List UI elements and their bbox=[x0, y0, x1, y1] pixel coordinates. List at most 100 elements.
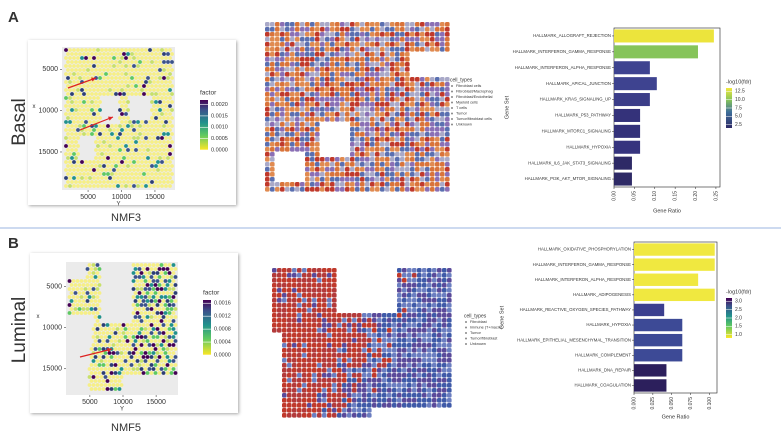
map-spot bbox=[147, 359, 152, 363]
tissue-spot bbox=[427, 278, 432, 283]
tissue-spot bbox=[427, 353, 432, 358]
tissue-spot bbox=[427, 288, 432, 293]
tissue-spot bbox=[355, 22, 360, 27]
map-spot bbox=[89, 379, 94, 383]
map-spot bbox=[137, 291, 142, 295]
tissue-spot bbox=[287, 413, 292, 418]
map-spot bbox=[132, 120, 136, 124]
map-spot bbox=[108, 176, 112, 180]
tissue-spot bbox=[412, 318, 417, 323]
map-spot bbox=[85, 275, 90, 279]
tissue-spot bbox=[275, 122, 280, 127]
map-spot bbox=[92, 104, 96, 108]
tissue-spot bbox=[435, 47, 440, 52]
tissue-spot bbox=[447, 298, 452, 303]
tissue-spot bbox=[322, 413, 327, 418]
map-spot bbox=[70, 52, 74, 56]
tissue-spot bbox=[400, 47, 405, 52]
tissue-spot bbox=[290, 107, 295, 112]
map-spot bbox=[120, 48, 124, 52]
map-spot bbox=[87, 295, 92, 299]
tissue-spot bbox=[405, 62, 410, 67]
tissue-spot bbox=[410, 47, 415, 52]
map-spot bbox=[128, 152, 132, 156]
tissue-spot bbox=[375, 27, 380, 32]
y-axis-label: x bbox=[33, 104, 36, 110]
tissue-spot bbox=[395, 47, 400, 52]
tissue-spot bbox=[337, 323, 342, 328]
tissue-spot bbox=[380, 147, 385, 152]
map-spot bbox=[95, 343, 100, 347]
tissue-spot bbox=[350, 112, 355, 117]
tissue-spot bbox=[440, 87, 445, 92]
tissue-spot bbox=[287, 333, 292, 338]
map-spot bbox=[130, 140, 134, 144]
tissue-spot bbox=[425, 47, 430, 52]
tissue-spot bbox=[392, 318, 397, 323]
category-label: HALLMARK_COAGULATION bbox=[574, 383, 631, 388]
tissue-spot bbox=[315, 167, 320, 172]
map-spot bbox=[138, 132, 142, 136]
map-spot bbox=[86, 52, 90, 56]
map-spot bbox=[124, 104, 128, 108]
map-spot bbox=[100, 48, 104, 52]
map-spot bbox=[112, 136, 116, 140]
map-spot bbox=[96, 96, 100, 100]
tissue-spot bbox=[365, 57, 370, 62]
tissue-spot bbox=[310, 112, 315, 117]
map-spot bbox=[126, 84, 130, 88]
map-spot bbox=[158, 140, 162, 144]
tissue-spot bbox=[270, 47, 275, 52]
map-spot bbox=[82, 180, 86, 184]
tissue-spot bbox=[355, 117, 360, 122]
tissue-spot bbox=[415, 132, 420, 137]
map-spot bbox=[66, 60, 70, 64]
tissue-spot bbox=[317, 288, 322, 293]
map-spot bbox=[98, 100, 102, 104]
tissue-spot bbox=[400, 72, 405, 77]
tissue-spot bbox=[365, 167, 370, 172]
tissue-spot bbox=[447, 333, 452, 338]
map-spot bbox=[161, 307, 166, 311]
map-spot bbox=[139, 279, 144, 283]
tissue-spot bbox=[362, 388, 367, 393]
map-spot bbox=[127, 367, 132, 371]
colorbar-tick-label: 0.0020 bbox=[211, 102, 228, 108]
tissue-spot bbox=[417, 308, 422, 313]
cell-type-label: Fibroblast/Endothelial bbox=[456, 95, 493, 99]
tissue-spot bbox=[432, 328, 437, 333]
tissue-spot bbox=[337, 343, 342, 348]
tissue-spot bbox=[415, 142, 420, 147]
map-spot bbox=[129, 339, 134, 343]
tissue-spot bbox=[330, 62, 335, 67]
map-spot bbox=[132, 184, 136, 188]
tissue-spot bbox=[357, 343, 362, 348]
map-spot bbox=[103, 351, 108, 355]
tissue-spot bbox=[337, 318, 342, 323]
tissue-spot bbox=[432, 393, 437, 398]
tissue-spot bbox=[292, 268, 297, 273]
map-spot bbox=[115, 375, 120, 379]
map-spot bbox=[137, 371, 142, 375]
tissue-spot bbox=[350, 82, 355, 87]
map-spot bbox=[139, 367, 144, 371]
map-spot bbox=[147, 319, 152, 323]
map-spot bbox=[158, 76, 162, 80]
tissue-spot bbox=[437, 333, 442, 338]
map-spot bbox=[125, 339, 130, 343]
tissue-spot bbox=[445, 132, 450, 137]
map-spot bbox=[67, 311, 72, 315]
tissue-spot bbox=[410, 22, 415, 27]
bar bbox=[634, 258, 715, 271]
tissue-spot bbox=[412, 293, 417, 298]
map-spot bbox=[168, 64, 172, 68]
tissue-spot bbox=[425, 82, 430, 87]
tissue-spot bbox=[317, 293, 322, 298]
tissue-spot bbox=[315, 32, 320, 37]
tissue-spot bbox=[435, 77, 440, 82]
map-spot bbox=[99, 335, 104, 339]
colorbar-tick-label: 5.0 bbox=[735, 114, 742, 120]
map-spot bbox=[85, 267, 90, 271]
tissue-spot bbox=[277, 298, 282, 303]
tissue-spot bbox=[352, 343, 357, 348]
